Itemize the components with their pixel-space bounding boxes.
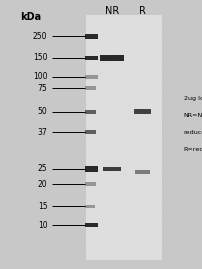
Text: 2ug loading: 2ug loading <box>184 96 202 101</box>
Bar <box>103 167 121 171</box>
Text: reduced: reduced <box>184 130 202 134</box>
Text: NR: NR <box>105 6 119 16</box>
Text: NR=Non-: NR=Non- <box>184 113 202 118</box>
Bar <box>85 166 98 172</box>
Bar <box>85 204 95 208</box>
Text: 25: 25 <box>38 164 47 174</box>
Bar <box>85 86 96 90</box>
Text: 75: 75 <box>38 84 47 93</box>
Text: 150: 150 <box>33 53 47 62</box>
Text: R=reduced: R=reduced <box>184 147 202 151</box>
Text: 100: 100 <box>33 72 47 81</box>
Bar <box>85 182 96 186</box>
Bar <box>85 75 98 79</box>
Bar <box>101 55 124 61</box>
Text: 10: 10 <box>38 221 47 230</box>
Bar <box>85 223 98 228</box>
Bar <box>85 55 98 60</box>
Text: 20: 20 <box>38 180 47 189</box>
Bar <box>85 110 96 114</box>
Bar <box>86 15 162 260</box>
Text: 50: 50 <box>38 107 47 116</box>
Text: R: R <box>139 6 146 16</box>
Bar <box>134 109 151 114</box>
Text: 37: 37 <box>38 128 47 137</box>
Text: kDa: kDa <box>20 12 41 22</box>
Bar <box>85 130 96 134</box>
Bar <box>85 34 98 38</box>
Text: 250: 250 <box>33 32 47 41</box>
Text: 15: 15 <box>38 202 47 211</box>
Bar <box>135 170 150 174</box>
